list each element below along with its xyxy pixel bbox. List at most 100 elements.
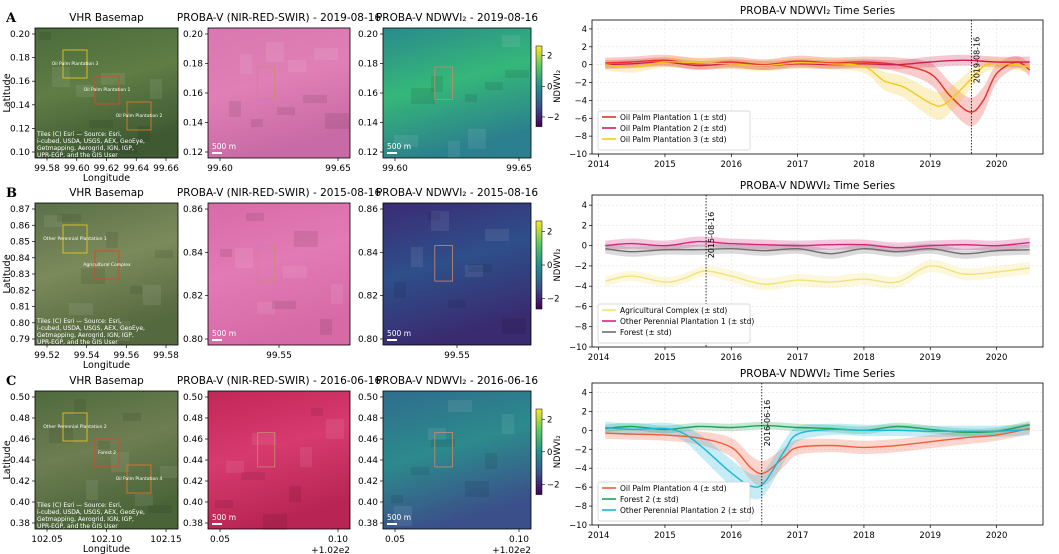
y-tick-label: 0.48 — [183, 414, 203, 424]
y-tick-label: −8 — [574, 323, 587, 333]
scale-bar-label: 500 m — [387, 142, 411, 151]
x-tick-label: 2020 — [986, 160, 1008, 170]
x-tick-label: 102.05 — [31, 535, 63, 545]
y-tick-label: 0.38 — [358, 519, 378, 529]
y-tick-label: 0.84 — [358, 248, 378, 258]
attribution-line: Community — [37, 159, 72, 166]
attribution-line: Getmapping, Aerogrid, IGN, IGP, — [37, 332, 134, 339]
colorbar-gradient — [535, 45, 543, 127]
colorbar-gradient — [535, 220, 543, 310]
series-line — [605, 61, 1030, 107]
y-tick-label: 0.50 — [183, 393, 203, 403]
y-tick-label: 0.84 — [10, 254, 30, 264]
texture-patch — [143, 285, 161, 305]
attribution-line: i-cubed, USDA, USGS, AEX, GeoEye, — [37, 325, 145, 332]
texture-patch — [74, 399, 86, 415]
y-tick-label: 0.46 — [10, 435, 30, 445]
y-tick-label: 0.38 — [183, 519, 203, 529]
y-tick-label: −8 — [574, 502, 587, 512]
plot-polygon — [62, 224, 88, 254]
basemap-panel-a: VHR Basemap 0.20 0.18 0.16 0.14 0.12 0.10 99.58… — [2, 12, 179, 184]
texture-patch — [98, 441, 110, 449]
plot-outline — [257, 431, 276, 468]
texture-patch — [52, 67, 70, 87]
y-tick-label: 0.18 — [183, 60, 203, 70]
y-tick-label: 0.50 — [358, 393, 378, 403]
texture-patch — [465, 94, 477, 102]
y-tick-label: −2 — [574, 262, 587, 272]
timeseries-chart-b: −10 −8 −6 −4 −2 0 2 4 2014 2015 2016 2017 2018 2019 20… — [569, 180, 1044, 363]
plot-polygon-label: Other Perennial Plantation 2 — [43, 424, 107, 430]
y-tick-label: −2 — [574, 445, 587, 455]
x-tick-label: 99.62 — [94, 164, 120, 174]
texture-patch — [246, 213, 264, 221]
x-tick-label: 99.58 — [34, 164, 60, 174]
y-tick-label: 0.10 — [10, 148, 30, 158]
basemap-image — [35, 391, 178, 529]
texture-patch — [118, 321, 130, 341]
texture-patch — [394, 135, 418, 147]
texture-patch — [485, 229, 509, 241]
basemap-panel-c: VHR Basemap0.500.480.460.440.420.400.381… — [2, 375, 184, 554]
texture-patch — [241, 472, 265, 480]
y-tick-label: 0.86 — [10, 221, 30, 231]
x-tick-label: 2017 — [787, 353, 809, 363]
texture-patch — [468, 129, 486, 149]
texture-patch — [150, 79, 162, 99]
legend-entry: Other Perennial Plantation 1 (± std) — [620, 317, 754, 326]
falsecolor-panel-b: PROBA-V (NIR-RED-SWIR) - 2015-08-16 0.86 0… — [177, 187, 382, 361]
y-tick-label: −6 — [574, 483, 587, 493]
texture-patch — [113, 138, 137, 154]
ndwvi-panel-a: PROBA-V NDWVI₂ - 2019-08-16 0.20 0.18 0.16 0… — [358, 12, 538, 174]
texture-patch — [331, 284, 343, 304]
date-marker-label: 2019-08-16 — [972, 37, 981, 84]
plot-polygon — [62, 412, 88, 442]
basemap-panel-b: VHR Basemap 0.87 0.86 0.85 0.84 0.83 0.82 0.81 0… — [2, 187, 179, 371]
colorbar-b: 2 0 −2 NDWVI₂ — [535, 220, 563, 310]
texture-patch — [300, 447, 312, 467]
x-tick-label: 0.10 — [328, 535, 348, 545]
colorbar-tick-label: 2 — [547, 52, 552, 62]
attribution-line: UPR-EGP, and the GIS User — [37, 523, 118, 530]
basemap-image — [35, 203, 178, 345]
x-tick-label: 99.60 — [64, 164, 90, 174]
y-tick-label: −6 — [574, 302, 587, 312]
x-tick-label: 99.60 — [382, 164, 408, 174]
legend-entry: Oil Palm Plantation 4 (± std) — [620, 484, 727, 493]
y-tick-label: 0.42 — [183, 477, 203, 487]
x-tick-label: 2015 — [654, 160, 676, 170]
basemap-attribution: Tiles (C) Esri — Source: Esri, i-cubed, U… — [36, 131, 145, 166]
y-tick-label: −10 — [569, 150, 587, 160]
y-tick-label: 0.84 — [183, 248, 203, 258]
y-tick-label: 0.20 — [10, 30, 30, 40]
texture-patch — [485, 82, 503, 90]
y-tick-label: 0.16 — [10, 77, 30, 87]
plot-polygon — [62, 49, 88, 79]
x-tick-label: 99.65 — [325, 164, 351, 174]
texture-patch — [502, 318, 526, 334]
x-tick-label: 0.05 — [210, 535, 230, 545]
series-line — [605, 240, 1030, 249]
y-tick-label: 0.40 — [183, 498, 203, 508]
scale-bar-label: 500 m — [212, 513, 236, 522]
texture-patch — [283, 266, 307, 278]
legend-entry: Oil Palm Plantation 3 (± std) — [620, 135, 727, 144]
scale-bar-label: 500 m — [387, 513, 411, 522]
basemap-title: VHR Basemap — [69, 187, 144, 199]
series-line — [605, 427, 1030, 475]
x-tick-label: 102.15 — [150, 535, 182, 545]
texture-patch — [123, 413, 141, 421]
colorbar-a: 2 0 −2 NDWVI₂ — [535, 45, 563, 127]
x-tick-label: 2018 — [853, 160, 875, 170]
texture-patch — [64, 132, 82, 140]
ndwvi-title: PROBA-V NDWVI₂ - 2016-06-16 — [376, 375, 538, 387]
y-tick-label: 0.82 — [10, 286, 30, 296]
texture-patch — [448, 400, 472, 412]
attribution-line: i-cubed, USDA, USGS, AEX, GeoEye, — [37, 509, 145, 516]
x-tick-label: 2014 — [588, 353, 610, 363]
colorbar-tick-label: 0 — [547, 261, 552, 271]
x-tick-label: 99.60 — [207, 164, 233, 174]
texture-patch — [428, 212, 440, 220]
texture-patch — [448, 300, 466, 308]
texture-patch — [465, 265, 483, 277]
